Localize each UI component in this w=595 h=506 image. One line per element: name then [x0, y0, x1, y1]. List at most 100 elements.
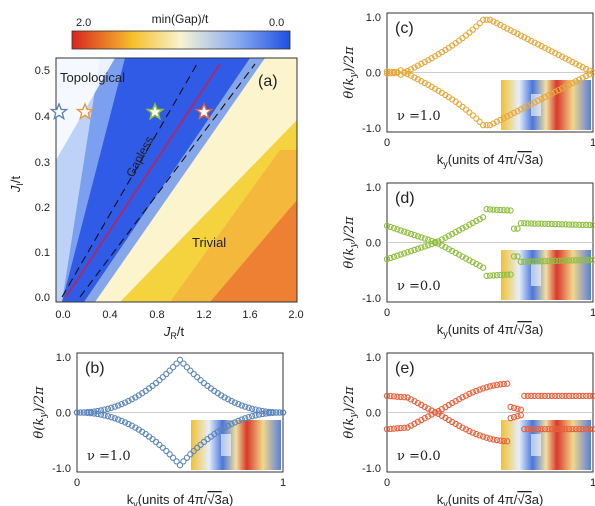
point-c-0-56	[576, 62, 583, 69]
point-d-1-21	[455, 251, 463, 258]
point-d-1-2	[390, 225, 398, 232]
point-e-0-45	[538, 425, 545, 433]
point-b-1-5	[91, 410, 98, 417]
point-e-0-32	[493, 381, 501, 389]
point-c-0-27	[476, 20, 483, 27]
point-b-1-47	[235, 417, 242, 425]
point-e-1-54	[569, 392, 576, 400]
point-c-0-35	[504, 25, 511, 32]
xlabel-c: ky(units of 4π/√3a)	[437, 152, 544, 169]
point-e-1-59	[586, 392, 593, 400]
point-d-0-28	[479, 214, 487, 221]
point-e-0-51	[558, 425, 566, 433]
point-c-1-54	[569, 79, 576, 87]
point-d-0-10	[418, 244, 425, 251]
point-b-1-50	[245, 414, 252, 421]
point-b-1-34	[190, 447, 197, 455]
point-c-1-40	[521, 104, 528, 111]
point-e-1-32	[493, 436, 501, 444]
point-e-0-6	[404, 424, 411, 431]
inset-image	[501, 250, 591, 300]
point-e-1-47	[545, 392, 552, 400]
point-e-1-51	[558, 392, 566, 400]
point-b-0-37	[200, 379, 208, 387]
ytick-e-1: 0.0	[366, 408, 381, 420]
point-c-1-31	[490, 120, 497, 127]
point-e-0-23	[462, 392, 470, 399]
point-c-1-45	[538, 95, 545, 103]
point-b-0-8	[101, 406, 108, 413]
point-d-1-0	[383, 222, 391, 229]
point-c-0-9	[414, 62, 422, 69]
point-b-0-36	[197, 377, 204, 384]
point-e-1-37	[510, 404, 518, 412]
point-b-0-47	[235, 400, 242, 408]
a-xtick-0: 0.0	[55, 309, 70, 321]
point-b-0-25	[159, 374, 166, 381]
point-c-0-58	[582, 65, 590, 73]
gapless-line	[65, 63, 221, 298]
point-d-1-4	[397, 227, 404, 234]
point-b-1-9	[104, 413, 112, 420]
point-c-0-52	[562, 55, 569, 62]
point-d-1-54	[569, 257, 576, 264]
point-c-1-8	[411, 74, 418, 81]
point-e-0-0	[383, 425, 391, 433]
point-e-0-60	[589, 425, 595, 433]
point-b-1-46	[231, 419, 239, 426]
a-xtick-2: 0.8	[149, 309, 164, 321]
point-c-0-36	[507, 27, 514, 34]
point-d-0-16	[438, 236, 446, 243]
point-c-0-23	[462, 32, 470, 39]
point-b-0-30	[176, 356, 184, 363]
point-e-1-39	[517, 406, 525, 413]
point-b-1-27	[166, 451, 173, 458]
point-d-1-20	[452, 249, 459, 257]
point-c-1-51	[558, 85, 566, 92]
point-e-1-40	[521, 392, 528, 400]
point-e-0-12	[425, 413, 432, 420]
point-e-1-23	[462, 426, 470, 433]
point-c-1-38	[514, 108, 521, 115]
point-c-0-50	[555, 51, 562, 59]
a-xtick-1: 0.4	[102, 309, 117, 321]
point-e-1-44	[534, 392, 542, 400]
point-e-1-21	[455, 422, 463, 429]
point-d-0-47	[545, 220, 552, 228]
point-e-1-52	[562, 392, 569, 400]
panel-e-tag: (e)	[395, 360, 415, 377]
point-b-1-33	[187, 451, 194, 458]
point-e-1-3	[394, 393, 401, 400]
map-orange-band	[170, 150, 297, 302]
point-e-1-35	[504, 438, 511, 445]
region-topological-label: Topological	[60, 70, 125, 85]
ytick-b-2: -1.0	[52, 463, 71, 475]
phase-map	[56, 58, 297, 302]
point-e-0-50	[555, 425, 562, 433]
point-e-0-31	[490, 382, 497, 389]
point-b-1-3	[84, 409, 91, 416]
point-c-0-43	[531, 39, 538, 46]
point-d-0-21	[455, 227, 463, 234]
ytick-e-2: -1.0	[362, 463, 381, 475]
point-d-1-33	[497, 271, 504, 279]
point-d-0-57	[579, 221, 586, 229]
point-d-0-11	[421, 243, 428, 250]
point-b-1-0	[73, 409, 81, 416]
point-e-1-13	[428, 407, 435, 414]
point-e-0-1	[387, 425, 394, 433]
point-b-1-32	[183, 454, 191, 461]
point-d-1-49	[552, 257, 559, 265]
xlabel-d: ky(units of 4π/√3a)	[437, 322, 544, 339]
point-e-0-58	[582, 425, 590, 433]
point-e-0-47	[545, 425, 552, 433]
ytick-c-2: -1.0	[362, 123, 381, 135]
point-e-1-41	[524, 392, 531, 400]
a-ytick-2: 0.2	[35, 202, 50, 214]
point-c-0-10	[418, 60, 425, 67]
point-c-0-29	[483, 16, 490, 23]
point-c-0-31	[490, 18, 497, 25]
point-b-1-8	[101, 412, 108, 419]
point-e-0-43	[531, 425, 538, 433]
